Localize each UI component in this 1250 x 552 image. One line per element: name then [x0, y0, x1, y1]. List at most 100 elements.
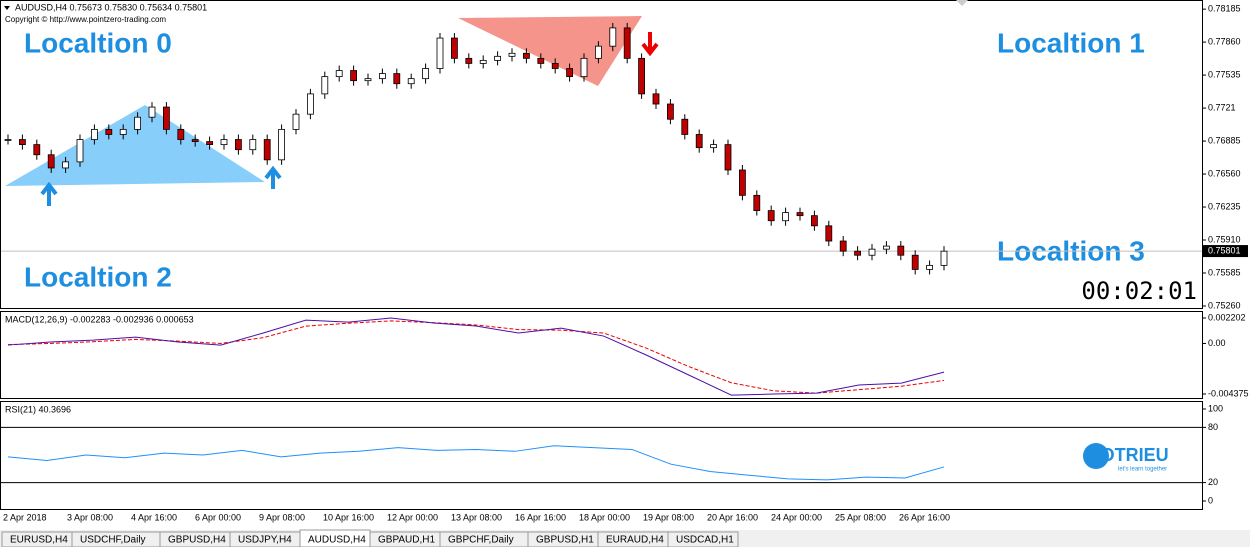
- x-tick-label: 13 Apr 08:00: [451, 512, 502, 522]
- price-panel: [0, 0, 1203, 309]
- candle: [854, 250, 861, 256]
- candle: [710, 144, 717, 149]
- candle: [566, 68, 573, 78]
- tab-label[interactable]: GBPUSD,H1: [536, 535, 594, 546]
- up-arrow: [40, 181, 58, 206]
- candle: [249, 139, 257, 151]
- candle: [33, 144, 41, 156]
- candle: [436, 37, 444, 69]
- candle: [422, 68, 430, 80]
- candle: [479, 59, 487, 64]
- candle: [926, 264, 933, 270]
- symbol-line: AUDUSD,H4 0.75673 0.75830 0.75634 0.7580…: [15, 2, 207, 12]
- y-tick-label: 0: [1208, 495, 1213, 505]
- candle: [623, 27, 631, 59]
- candle: [306, 93, 314, 115]
- location-label: Localtion 0: [24, 27, 172, 58]
- candle: [767, 210, 775, 222]
- candle: [782, 212, 789, 222]
- candle: [335, 70, 343, 78]
- macd-label: MACD(12,26,9) -0.002283 -0.002936 0.0006…: [5, 314, 194, 324]
- candle: [868, 248, 876, 256]
- candle: [234, 139, 242, 151]
- y-tick-label: 20: [1208, 477, 1218, 487]
- y-tick-label: 80: [1208, 422, 1218, 432]
- tab-label[interactable]: EURAUD,H4: [606, 535, 664, 546]
- x-tick-label: 6 Apr 00:00: [195, 512, 241, 522]
- y-tick-label: 0.75260: [1208, 300, 1241, 310]
- candle: [263, 139, 271, 161]
- candle: [940, 250, 948, 266]
- current-price-label: 0.75801: [1208, 245, 1241, 255]
- x-tick-label: 4 Apr 16:00: [131, 512, 177, 522]
- current-price-box: [1203, 245, 1248, 258]
- tab-label[interactable]: AUDUSD,H4: [308, 535, 366, 546]
- up-arrow: [264, 165, 282, 189]
- candle: [278, 128, 286, 161]
- candle: [105, 128, 113, 135]
- candle: [595, 45, 602, 59]
- candle: [609, 27, 617, 47]
- candle: [724, 144, 732, 171]
- y-tick-label: -0.004375: [1208, 388, 1249, 398]
- x-tick-label: 16 Apr 16:00: [515, 512, 566, 522]
- candle: [883, 245, 890, 250]
- tab-label[interactable]: GBPUSD,H4: [168, 535, 226, 546]
- candle: [739, 169, 746, 196]
- pattern-triangle: [5, 105, 265, 186]
- candle: [378, 73, 386, 80]
- candle: [811, 215, 818, 227]
- y-tick-label: 100: [1208, 403, 1223, 413]
- down-arrow: [641, 32, 659, 57]
- tab-label[interactable]: EURUSD,H4: [10, 535, 68, 546]
- candle: [4, 139, 12, 141]
- candle: [191, 139, 199, 142]
- rsi-line: [7, 445, 945, 481]
- candle: [839, 240, 847, 252]
- candle: [825, 225, 833, 242]
- candle: [364, 78, 372, 82]
- y-tick-label: 0.76560: [1208, 168, 1241, 178]
- x-tick-label: 10 Apr 16:00: [323, 512, 374, 522]
- x-tick-label: 20 Apr 16:00: [707, 512, 758, 522]
- candle: [148, 106, 156, 118]
- x-tick-label: 26 Apr 16:00: [899, 512, 950, 522]
- candle: [508, 52, 516, 57]
- x-tick-label: 25 Apr 08:00: [835, 512, 886, 522]
- macd-main-line: [7, 317, 945, 396]
- y-tick-label: 0.002202: [1208, 312, 1246, 322]
- candle: [91, 128, 98, 140]
- x-tick-label: 19 Apr 08:00: [643, 512, 694, 522]
- tab-label[interactable]: USDCAD,H1: [676, 535, 734, 546]
- candle: [551, 63, 559, 69]
- logo-icon: [1083, 443, 1109, 469]
- candle: [62, 161, 69, 169]
- location-label: Localtion 1: [997, 27, 1145, 58]
- candle: [580, 57, 588, 78]
- candle: [695, 134, 703, 149]
- rsi-label: RSI(21) 40.3696: [5, 404, 71, 414]
- candle: [292, 113, 300, 130]
- y-tick-label: 0.7721: [1208, 102, 1236, 112]
- candle: [537, 57, 545, 64]
- menu-arrow: [4, 6, 10, 10]
- tab-label[interactable]: USDJPY,H4: [238, 535, 292, 546]
- candle: [652, 93, 660, 105]
- candle: [350, 70, 358, 82]
- tab-label[interactable]: GBPCHF,Daily: [448, 535, 514, 546]
- y-tick-label: 0.75585: [1208, 267, 1241, 277]
- tab-label[interactable]: GBPAUD,H1: [378, 535, 435, 546]
- tab-label[interactable]: USDCHF,Daily: [80, 535, 146, 546]
- candle: [667, 103, 674, 120]
- y-tick-label: 0.00: [1208, 338, 1226, 348]
- candle: [76, 139, 84, 163]
- candle: [911, 254, 919, 270]
- candle: [753, 194, 761, 211]
- candle: [407, 78, 415, 85]
- logo-tagline: let's learn together: [1118, 467, 1167, 473]
- x-tick-label: 9 Apr 08:00: [259, 512, 305, 522]
- rsi-panel: [0, 401, 1203, 510]
- candle: [162, 106, 170, 130]
- x-tick-label: 18 Apr 00:00: [579, 512, 630, 522]
